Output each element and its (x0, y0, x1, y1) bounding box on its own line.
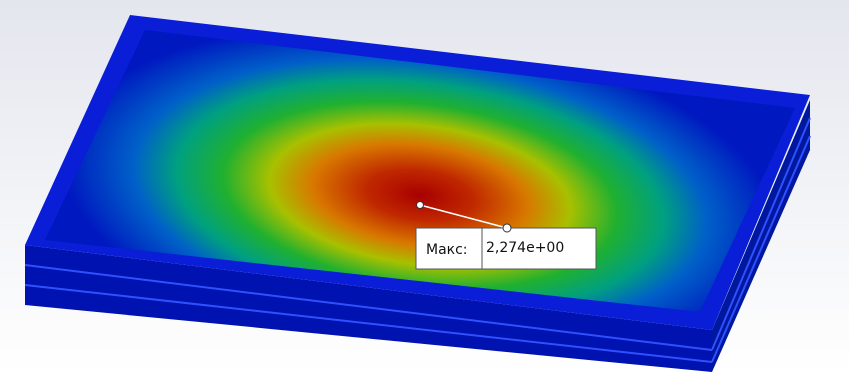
callout-label: Макс: (426, 242, 468, 258)
viewport: Макс: 2,274e+00 (0, 0, 849, 374)
page: Макс: 2,274e+00 (() => { const data = JS… (0, 0, 849, 374)
callout-value: 2,274e+00 (486, 240, 564, 256)
